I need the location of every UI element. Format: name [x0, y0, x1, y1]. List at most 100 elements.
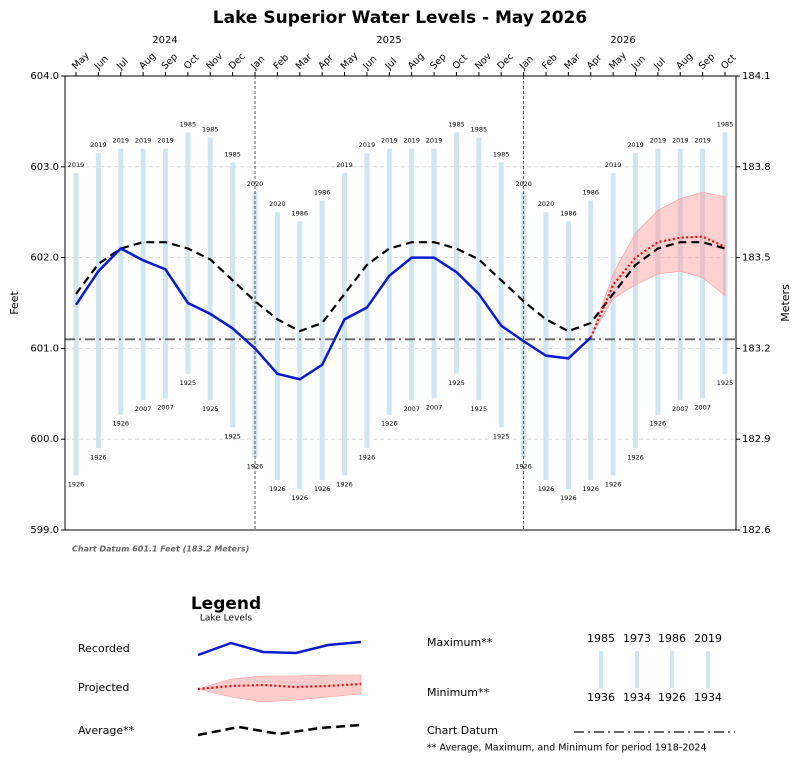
- legend-swatch: [197, 682, 362, 691]
- max-year: 2019: [672, 137, 689, 145]
- max-year: 1985: [448, 120, 465, 128]
- range-bar: [632, 153, 638, 449]
- min-year: 1925: [224, 432, 241, 440]
- x-tick-label: Nov: [473, 51, 494, 72]
- x-tick-label: Apr: [316, 52, 335, 71]
- max-year: 1986: [560, 209, 577, 217]
- range-bar: [163, 148, 169, 399]
- min-year: 1926: [68, 481, 85, 489]
- min-year: 1926: [560, 494, 577, 502]
- y2-axis-label: Meters: [779, 284, 792, 322]
- legend-label: Minimum**: [427, 686, 489, 699]
- max-year: 1985: [202, 126, 219, 134]
- range-bar: [588, 200, 594, 481]
- range-bar: [274, 212, 280, 481]
- range-bar: [319, 200, 325, 481]
- range-bar: [543, 212, 549, 481]
- x-tick-label: Sep: [160, 51, 180, 71]
- year-label: 2024: [152, 35, 177, 46]
- x-tick-label: Jul: [383, 56, 400, 73]
- max-year: 2019: [650, 137, 667, 145]
- range-bar: [565, 221, 571, 490]
- x-tick-label: Oct: [451, 52, 471, 72]
- legend-label: Chart Datum: [427, 724, 498, 737]
- series-line: [74, 246, 592, 381]
- x-tick-label: Mar: [294, 51, 315, 72]
- range-bar: [342, 173, 348, 476]
- range-bar: [297, 221, 303, 490]
- min-year: 2007: [426, 403, 443, 411]
- range-bar: [700, 148, 706, 399]
- max-year: 1985: [717, 120, 734, 128]
- min-year: 1925: [493, 432, 510, 440]
- min-year: 1926: [292, 494, 309, 502]
- legend-label: Recorded: [78, 642, 130, 655]
- min-year: 1925: [448, 379, 465, 387]
- x-tick-label: Apr: [585, 52, 604, 71]
- y2-tick-label: 184.1: [742, 71, 771, 82]
- range-bar: [364, 153, 370, 449]
- x-tick-label: Dec: [495, 51, 516, 72]
- y-tick-label: 599.0: [30, 525, 59, 536]
- x-tick-label: Aug: [674, 51, 695, 72]
- max-year: 1986: [314, 188, 331, 196]
- range-bar: [386, 148, 392, 415]
- max-year: 2019: [336, 161, 353, 169]
- legend-year: 1973: [623, 632, 651, 645]
- x-tick-label: Jun: [360, 54, 379, 73]
- x-tick-label: Nov: [204, 51, 225, 72]
- x-tick-label: Jun: [92, 54, 111, 73]
- x-tick-label: Jul: [114, 56, 131, 73]
- min-year: 1925: [202, 405, 219, 413]
- legend-swatch: [196, 674, 362, 703]
- x-tick-label: Oct: [182, 52, 202, 72]
- min-year: 1926: [112, 420, 129, 428]
- y-tick-label: 603.0: [30, 162, 59, 173]
- legend-year: 1985: [587, 632, 615, 645]
- legend-swatch: [599, 651, 603, 688]
- x-tick-label: Feb: [540, 52, 560, 72]
- range-bar: [476, 137, 482, 401]
- x-tick-label: Jan: [517, 54, 536, 73]
- max-year: 2019: [381, 137, 398, 145]
- x-tick-label: Jan: [248, 54, 267, 73]
- legend-swatches: [599, 651, 710, 688]
- max-year: 2019: [112, 137, 129, 145]
- plot-frame: [64, 75, 737, 531]
- y2-tick-label: 183.8: [742, 162, 771, 173]
- legend-year: 2019: [694, 632, 722, 645]
- y-tick-label: 604.0: [30, 71, 59, 82]
- max-year: 2019: [135, 137, 152, 145]
- min-year: 1926: [359, 453, 376, 461]
- max-year: 2019: [90, 141, 107, 149]
- x-tick-label: Sep: [697, 51, 717, 71]
- max-year: 2019: [403, 137, 420, 145]
- min-year: 1926: [538, 485, 555, 493]
- range-bar: [521, 192, 527, 458]
- year-label: 2026: [610, 35, 635, 46]
- y-tick-label: 602.0: [30, 253, 59, 264]
- min-year: 1926: [90, 453, 107, 461]
- legend-label: Projected: [78, 681, 129, 694]
- min-year: 1925: [471, 405, 488, 413]
- legend-year: 1934: [623, 691, 651, 704]
- range-bar: [252, 192, 258, 458]
- range-bar: [118, 148, 124, 415]
- footnote: ** Average, Maximum, and Minimum for per…: [427, 743, 707, 754]
- x-tick-label: Oct: [719, 52, 739, 72]
- range-bar: [431, 148, 437, 399]
- y-tick-label: 600.0: [30, 434, 59, 445]
- legend-year: 1926: [658, 691, 686, 704]
- min-year: 2007: [157, 403, 174, 411]
- min-year: 1926: [381, 420, 398, 428]
- y-tick-label: 601.0: [30, 343, 59, 354]
- max-year: 2019: [627, 141, 644, 149]
- max-year: 1985: [493, 150, 510, 158]
- min-year: 1926: [269, 485, 286, 493]
- max-year: 2019: [359, 141, 376, 149]
- legend-subtitle: Lake Levels: [200, 614, 253, 624]
- legend-year: 1936: [587, 691, 615, 704]
- legend-title: Legend: [191, 594, 261, 614]
- legend-swatch: [706, 651, 710, 688]
